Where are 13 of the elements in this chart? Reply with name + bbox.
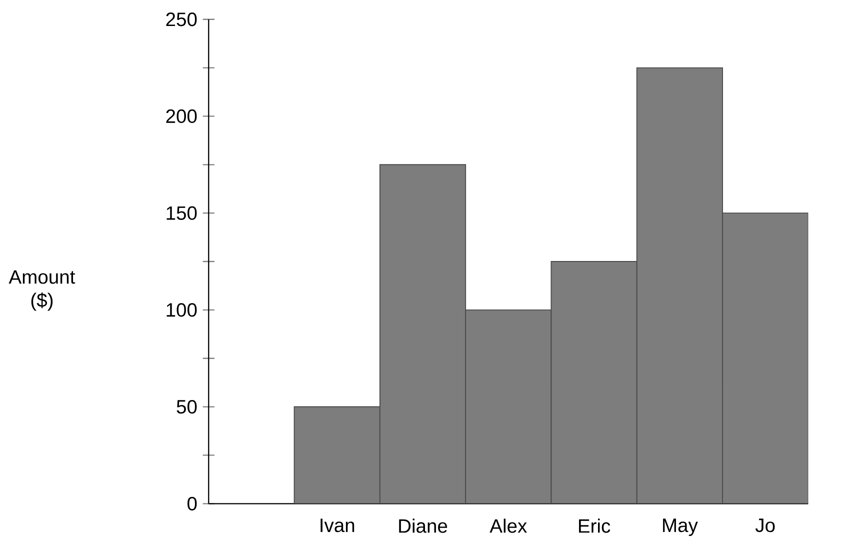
x-tick-label: Jo bbox=[755, 518, 775, 532]
x-tick-label: May bbox=[663, 518, 698, 536]
x-tick-label: Ivan bbox=[320, 518, 354, 532]
y-axis-title: Amount ($) bbox=[8, 270, 76, 311]
y-tick-label: 0 bbox=[188, 496, 197, 510]
y-tick-label: 250 bbox=[166, 12, 197, 26]
y-tick-label: 150 bbox=[166, 206, 197, 220]
y-tick-label: 200 bbox=[166, 109, 197, 123]
x-tick-label: Eric bbox=[579, 518, 610, 533]
x-tick-label: Alex bbox=[490, 518, 527, 533]
y-tick-label: 100 bbox=[166, 302, 197, 317]
y-tick-label: 50 bbox=[176, 400, 197, 414]
x-tick-label: Diane bbox=[399, 518, 448, 533]
